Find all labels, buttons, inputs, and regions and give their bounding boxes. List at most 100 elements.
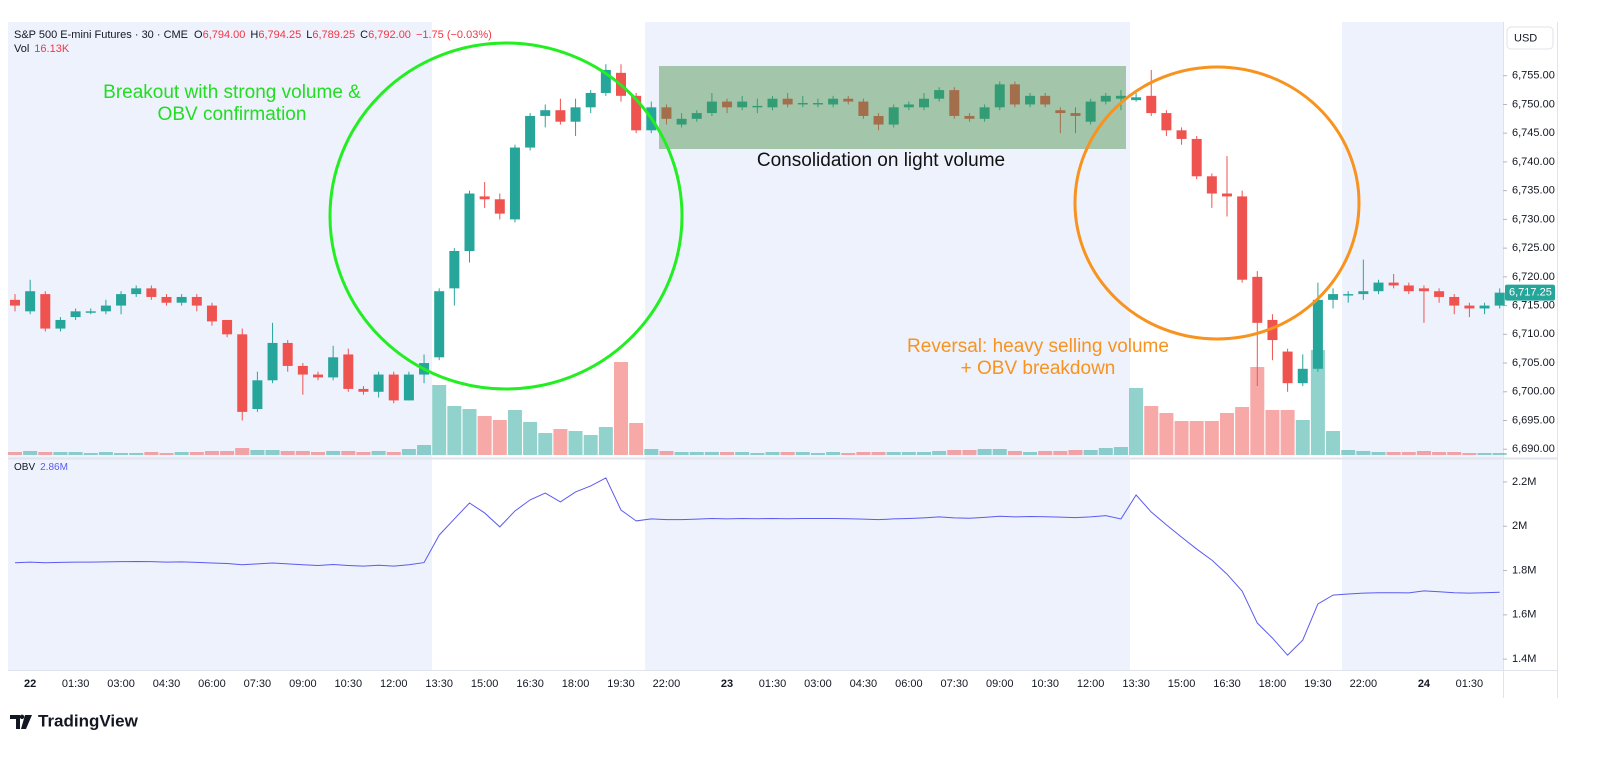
candle-body (70, 311, 81, 318)
y-tick-label: 6,715.00 (1512, 299, 1555, 311)
candle-body (146, 288, 157, 297)
volume-bar (189, 452, 204, 455)
x-tick-label: 04:30 (153, 678, 181, 690)
x-tick-label: 07:30 (941, 678, 969, 690)
candle-body (1434, 291, 1445, 297)
y-tick-label: 2M (1512, 520, 1527, 532)
volume-bar (68, 452, 83, 455)
volume-bar (659, 451, 674, 455)
x-tick-label: 19:30 (607, 678, 635, 690)
candle-body (403, 374, 414, 401)
candle-body (55, 319, 66, 329)
y-tick-label: 6,690.00 (1512, 443, 1555, 455)
candle-body (797, 103, 808, 105)
volume-bar (750, 453, 765, 455)
candle-body (691, 113, 702, 119)
volume-bar (810, 453, 825, 455)
volume-bar (1235, 407, 1250, 455)
candle-body (10, 299, 20, 306)
volume-bar (295, 451, 310, 455)
candle-body (1403, 285, 1414, 292)
volume-bar (341, 451, 356, 455)
candle-body (1252, 276, 1263, 323)
candle-body (828, 98, 839, 105)
quote-key: H (250, 29, 259, 41)
volume-legend: Vol 16.13K (14, 43, 69, 55)
brand: TradingView (38, 711, 139, 730)
volume-bar (1250, 367, 1265, 455)
volume-bar (8, 452, 22, 455)
candle-body (237, 334, 248, 412)
volume-bar (1371, 452, 1386, 455)
candle-body (903, 104, 914, 108)
volume-bar (629, 423, 644, 455)
volume-bar (401, 449, 416, 455)
y-tick-label: 6,705.00 (1512, 357, 1555, 369)
volume-bar (689, 452, 704, 455)
candle-body (449, 250, 460, 289)
candle-body (1191, 138, 1202, 177)
obv-legend: OBV 2.86M (14, 462, 68, 473)
candle-body (752, 105, 763, 108)
candle-body (767, 98, 778, 108)
candle-body (873, 115, 884, 125)
volume-bar (250, 450, 265, 455)
candle-body (131, 288, 142, 295)
y-tick-label: 6,695.00 (1512, 414, 1555, 426)
annotation: Consolidation on light volume (757, 150, 1005, 171)
x-tick-label: 06:00 (198, 678, 226, 690)
candle-body (343, 354, 354, 389)
x-tick-label: 13:30 (425, 678, 453, 690)
candle-body (1328, 294, 1339, 300)
volume-bar (311, 452, 325, 455)
volume-bar (477, 416, 492, 455)
volume-bar (356, 452, 371, 455)
volume-bar (1159, 413, 1174, 455)
volume-bar (129, 453, 144, 455)
volume-bar (1007, 451, 1022, 455)
volume-bar (947, 450, 962, 455)
candle-body (706, 101, 717, 114)
x-tick-label: 23 (721, 678, 733, 690)
volume-bar (553, 429, 568, 455)
quote-key: L (306, 29, 313, 41)
volume-bar (1038, 451, 1053, 455)
y-tick-label: 6,730.00 (1512, 213, 1555, 225)
volume-bar (1386, 452, 1401, 455)
volume-bar (386, 452, 401, 455)
volume-bar (174, 452, 189, 455)
x-tick-label: 22 (24, 678, 36, 690)
candle-body (676, 118, 687, 125)
quote-value: 6,792.00 (368, 29, 411, 41)
y-tick-label: 6,745.00 (1512, 127, 1555, 139)
volume-bar (1265, 410, 1280, 455)
volume-title: Vol (14, 43, 30, 55)
candle-body (782, 98, 793, 105)
y-tick-label: 2.2M (1512, 476, 1536, 488)
candle-body (434, 291, 445, 358)
candle-body (282, 342, 293, 366)
volume-bar (1280, 410, 1295, 455)
volume-bar (417, 445, 432, 455)
candle-body (722, 101, 733, 108)
volume-bar (674, 452, 689, 455)
candle-body (222, 319, 233, 335)
volume-bar (492, 420, 507, 455)
x-tick-label: 13:30 (1122, 678, 1150, 690)
candle-body (1494, 292, 1505, 306)
quote-value: 6,794.25 (258, 29, 302, 41)
price-tag: 6,717.25 (1509, 287, 1552, 299)
candle-body (85, 311, 96, 313)
volume-bar (1174, 421, 1189, 455)
volume-bar (1326, 431, 1341, 455)
volume-bar (977, 449, 992, 455)
candle-body (994, 84, 1005, 108)
volume-bar (856, 452, 871, 455)
candle-body (600, 69, 611, 93)
consolidation-box (659, 66, 1126, 149)
candle-body (525, 115, 536, 148)
candle-body (1131, 97, 1142, 101)
x-tick-label: 22:00 (1350, 678, 1378, 690)
currency-box[interactable] (1506, 26, 1554, 50)
